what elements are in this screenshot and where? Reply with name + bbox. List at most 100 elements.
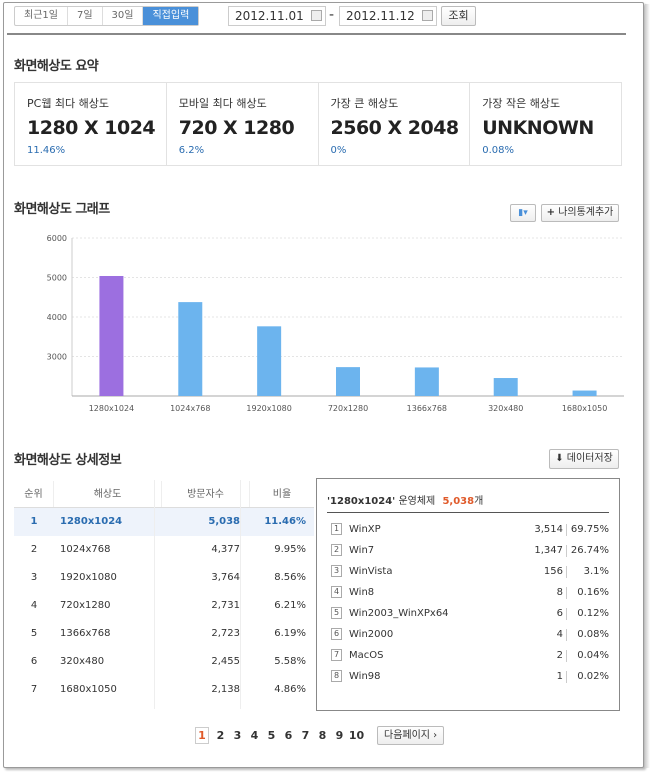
bar — [493, 378, 518, 396]
ratio-cell: 6.21% — [274, 600, 306, 611]
table-row[interactable]: 2 1024x768 4,377 9.95% — [14, 536, 314, 564]
resolution-cell: 1680x1050 — [60, 684, 117, 695]
table-row[interactable]: 1 1280x1024 5,038 11.46% — [14, 508, 314, 536]
page-1-link[interactable]: 1 — [195, 727, 209, 744]
os-rank: 3 — [331, 565, 342, 577]
os-row: 3 WinVista 156 3.1% — [331, 564, 609, 585]
os-ratio: 26.74% — [570, 545, 609, 556]
os-row-divider — [566, 650, 567, 662]
rank-cell: 1 — [30, 516, 38, 527]
ratio-cell: 5.58% — [274, 656, 306, 667]
page-8-link[interactable]: 8 — [318, 729, 327, 742]
date-to-field[interactable]: 2012.11.12 — [339, 6, 437, 26]
ratio-cell: 4.86% — [274, 684, 306, 695]
os-visitors: 3,514 — [534, 524, 563, 535]
y-tick-label: 6000 — [47, 234, 67, 243]
page-2-link[interactable]: 2 — [216, 729, 225, 742]
visitors-cell: 2,731 — [211, 600, 240, 611]
table-row[interactable]: 6 320x480 2,455 5.58% — [14, 648, 314, 676]
visitors-cell: 5,038 — [208, 516, 240, 527]
y-tick-label: 5000 — [47, 274, 67, 283]
summary-smallest: 가장 작은 해상도 UNKNOWN 0.08% — [470, 83, 621, 165]
summary-value: UNKNOWN — [482, 117, 594, 139]
page-3-link[interactable]: 3 — [233, 729, 242, 742]
resolution-cell: 320x480 — [60, 656, 105, 667]
visitors-cell: 4,377 — [211, 544, 240, 555]
page-7-link[interactable]: 7 — [301, 729, 310, 742]
os-row: 2 Win7 1,347 26.74% — [331, 543, 609, 564]
table-row[interactable]: 3 1920x1080 3,764 8.56% — [14, 564, 314, 592]
page-5-link[interactable]: 5 — [267, 729, 276, 742]
table-row[interactable]: 4 720x1280 2,731 6.21% — [14, 592, 314, 620]
resolution-cell: 1920x1080 — [60, 572, 117, 583]
os-name: Win98 — [349, 671, 381, 682]
add-stat-button[interactable]: + 나의통계추가 — [541, 204, 619, 222]
os-visitors: 1 — [556, 671, 563, 682]
period-1day-button[interactable]: 최근1일 — [15, 7, 68, 25]
save-data-button[interactable]: ⬇ 데이터저장 — [549, 449, 619, 469]
os-visitors: 156 — [543, 566, 563, 577]
summary-label: PC웹 최다 해상도 — [27, 97, 110, 110]
x-tick-label: 1280x1024 — [89, 404, 134, 413]
page-10-link[interactable]: 10 — [348, 729, 365, 742]
summary-box: PC웹 최다 해상도 1280 X 1024 11.46% 모바일 최다 해상도… — [14, 82, 622, 166]
summary-pct: 0.08% — [482, 145, 515, 156]
panel-shadow — [645, 4, 650, 768]
os-unit: 개 — [474, 496, 484, 507]
bar-chart-icon: ▮▾ — [518, 208, 528, 218]
graph-title: 화면해상도 그래프 — [14, 202, 110, 217]
summary-pct: 0% — [330, 145, 347, 156]
period-custom-button[interactable]: 직접입력 — [143, 7, 199, 25]
os-rank: 8 — [331, 670, 342, 682]
bar — [257, 326, 282, 396]
rank-cell: 3 — [30, 572, 38, 583]
summary-label: 가장 작은 해상도 — [482, 97, 561, 110]
os-row-divider — [566, 524, 567, 536]
os-ratio: 3.1% — [583, 566, 609, 577]
calendar-icon[interactable] — [422, 10, 433, 21]
os-visitors: 1,347 — [534, 545, 563, 556]
os-name: Win8 — [349, 587, 375, 598]
os-row-divider — [566, 587, 567, 599]
top-divider — [7, 33, 626, 35]
os-ratio: 0.04% — [577, 650, 609, 661]
page-4-link[interactable]: 4 — [250, 729, 259, 742]
date-from-field[interactable]: 2012.11.01 — [228, 6, 326, 26]
summary-mobile: 모바일 최다 해상도 720 X 1280 6.2% — [167, 83, 319, 165]
os-ratio: 0.02% — [577, 671, 609, 682]
table-header: 순위 해상도 방문자수 비율 — [14, 480, 314, 508]
rank-cell: 5 — [30, 628, 38, 639]
summary-value: 720 X 1280 — [178, 117, 295, 139]
page-6-link[interactable]: 6 — [284, 729, 293, 742]
page-9-link[interactable]: 9 — [335, 729, 344, 742]
rank-cell: 7 — [30, 684, 38, 695]
summary-label: 가장 큰 해상도 — [330, 97, 399, 110]
period-30day-button[interactable]: 30일 — [103, 7, 144, 25]
col-ratio: 비율 — [272, 489, 292, 500]
x-tick-label: 1024x768 — [170, 404, 210, 413]
next-page-button[interactable]: 다음페이지 › — [377, 726, 445, 745]
col-visitors: 방문자수 — [162, 481, 250, 507]
period-selector: 최근1일 7일 30일 직접입력 — [14, 6, 200, 26]
date-range-dash: - — [329, 7, 335, 23]
search-button[interactable]: 조회 — [441, 6, 476, 26]
os-row: 7 MacOS 2 0.04% — [331, 648, 609, 669]
table-row[interactable]: 7 1680x1050 2,138 4.86% — [14, 676, 314, 704]
os-rank: 2 — [331, 544, 342, 556]
chart-svg: 3000 4000 5000 6000 1280x1024 1024x768 1920x10… — [47, 234, 624, 413]
os-name: WinVista — [349, 566, 393, 577]
table-row[interactable]: 5 1366x768 2,723 6.19% — [14, 620, 314, 648]
visitors-cell: 2,455 — [211, 656, 240, 667]
os-panel-title: '1280x1024' 운영체제 5,038개 — [327, 492, 483, 507]
os-divider — [327, 512, 609, 513]
summary-value: 2560 X 2048 — [330, 117, 460, 139]
os-name: Win2000 — [349, 629, 394, 640]
chart-type-button[interactable]: ▮▾ — [510, 204, 536, 222]
period-7day-button[interactable]: 7일 — [68, 7, 103, 25]
os-count: 5,038 — [442, 496, 475, 507]
summary-value: 1280 X 1024 — [27, 117, 156, 139]
date-from-value: 2012.11.01 — [235, 9, 304, 23]
os-detail-panel: '1280x1024' 운영체제 5,038개 1 WinXP 3,514 69.75… — [316, 478, 620, 711]
calendar-icon[interactable] — [311, 10, 322, 21]
summary-pct: 6.2% — [178, 145, 205, 156]
